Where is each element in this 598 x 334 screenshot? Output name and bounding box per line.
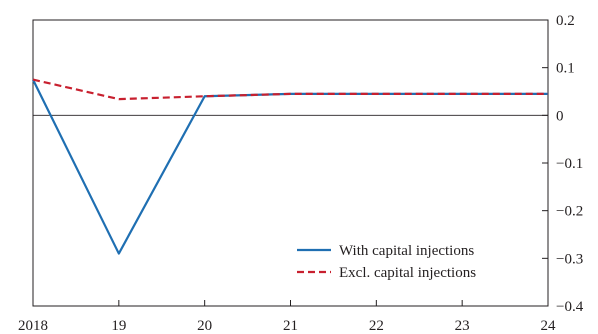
y-tick-label: −0.4 (556, 299, 584, 315)
x-axis: 2018 19 20 21 22 23 24 (18, 300, 556, 334)
legend-label-1: With capital injections (339, 243, 474, 259)
legend-label-2: Excl. capital injections (339, 265, 476, 281)
x-tick-label: 24 (541, 318, 557, 334)
y-tick-label: 0.1 (556, 61, 575, 77)
x-tick-label: 20 (197, 318, 212, 334)
y-tick-label: 0 (556, 108, 564, 124)
y-tick-label: −0.3 (556, 251, 583, 267)
y-axis: 0.2 0.1 0 −0.1 −0.2 −0.3 −0.4 (542, 13, 584, 315)
series-line-1 (32, 79, 548, 255)
x-tick-label: 21 (283, 318, 298, 334)
y-tick-label: 0.2 (556, 13, 575, 29)
x-tick-label: 22 (369, 318, 384, 334)
legend: With capital injections Excl. capital inj… (297, 243, 476, 281)
series-layer (32, 78, 548, 255)
x-tick-label: 2018 (18, 318, 48, 334)
plot-frame (32, 19, 549, 307)
x-tick-label: 23 (455, 318, 470, 334)
y-tick-label: −0.1 (556, 156, 583, 172)
y-tick-label: −0.2 (556, 204, 583, 220)
series-line-2 (32, 78, 548, 101)
x-tick-label: 19 (111, 318, 126, 334)
